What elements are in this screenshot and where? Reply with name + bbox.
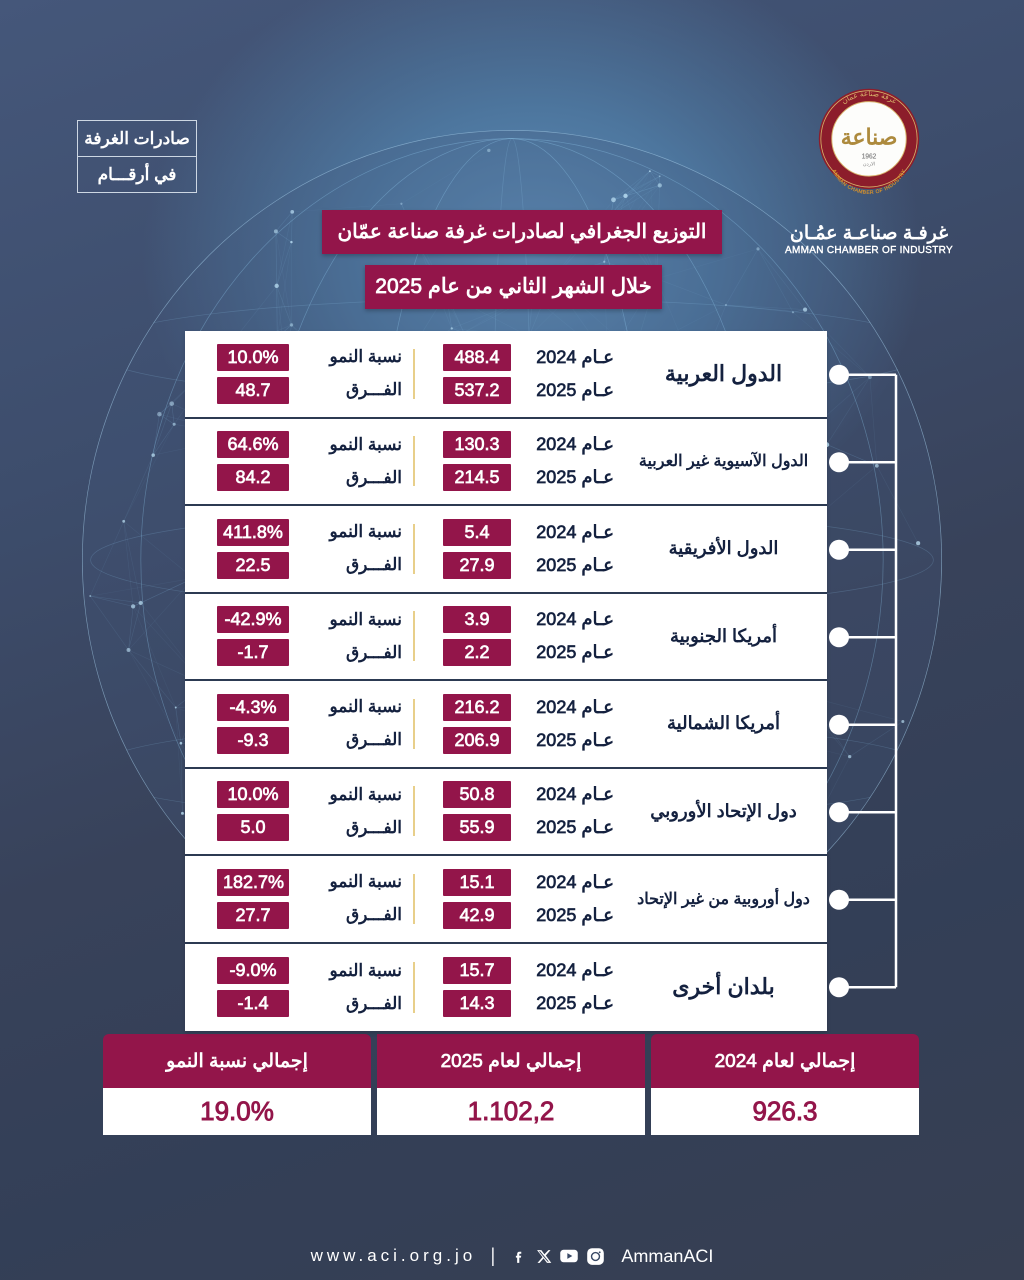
svg-text:1962: 1962 — [862, 153, 877, 160]
svg-text:صناعة: صناعة — [841, 125, 898, 150]
svg-text:الاردن: الاردن — [863, 162, 875, 168]
